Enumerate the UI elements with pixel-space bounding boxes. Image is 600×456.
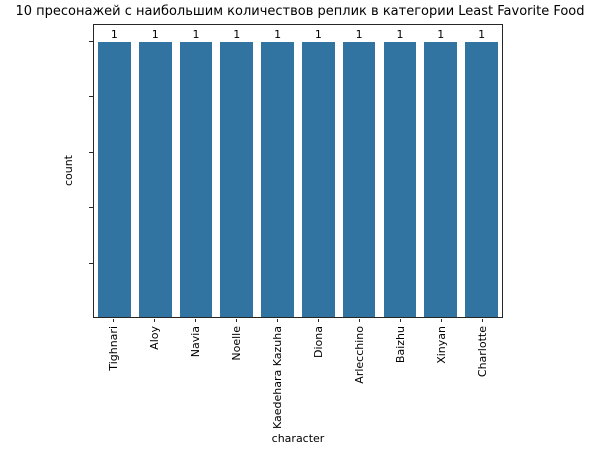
x-tick-cell: Tighnari: [93, 319, 134, 431]
x-tick-mark: [318, 319, 319, 322]
y-tick-mark: [89, 151, 93, 153]
x-tick-mark: [154, 319, 155, 322]
chart-title: 10 пресонажей с наибольшим количествов р…: [15, 4, 585, 19]
x-tick-label: Charlotte: [476, 326, 489, 378]
bar-value-label: 1: [110, 27, 118, 41]
bar-value-label: 1: [355, 27, 363, 41]
bar-slot: 1: [420, 25, 461, 317]
y-tick-mark: [89, 96, 93, 98]
x-tick-label: Noelle: [230, 326, 243, 361]
bar: [98, 41, 131, 317]
x-tick-mark: [195, 319, 196, 322]
bar: [220, 41, 254, 317]
bar: [424, 41, 458, 317]
x-tick-mark: [113, 319, 114, 322]
bar-slot: 1: [298, 25, 339, 317]
bar-slot: 1: [461, 25, 502, 317]
bar-slot: 1: [94, 25, 135, 317]
bar-value-label: 1: [314, 27, 322, 41]
bar: [302, 41, 335, 317]
x-tick-mark: [400, 319, 401, 322]
bar: [179, 41, 213, 317]
x-ticks-container: Tighnari Aloy Navia Noelle Kaedehara Kazuha D…: [93, 319, 503, 431]
x-tick-cell: Noelle: [216, 319, 257, 431]
y-tick-mark: [89, 40, 93, 42]
bar-slot: 1: [339, 25, 380, 317]
bar-value-label: 1: [192, 27, 200, 41]
x-tick-label: Navia: [189, 326, 202, 358]
bar: [383, 41, 417, 317]
bar-slot: 1: [380, 25, 421, 317]
x-tick-mark: [359, 319, 360, 322]
x-tick-mark: [482, 319, 483, 322]
x-tick-mark: [441, 319, 442, 322]
bar: [342, 41, 376, 317]
bar-value-label: 1: [437, 27, 445, 41]
bar-value-label: 1: [233, 27, 241, 41]
x-tick-cell: Aloy: [134, 319, 175, 431]
y-tick-mark: [89, 262, 93, 264]
x-tick-mark: [277, 319, 278, 322]
bar-value-label: 1: [396, 27, 404, 41]
bar-slot: 1: [216, 25, 257, 317]
x-tick-label: Kaedehara Kazuha: [271, 326, 284, 429]
x-tick-label: Tighnari: [107, 326, 120, 371]
x-tick-label: Diona: [312, 326, 325, 358]
y-tick-mark: [89, 207, 93, 209]
x-tick-cell: Kaedehara Kazuha: [257, 319, 298, 431]
bar: [261, 41, 294, 317]
x-tick-cell: Xinyan: [421, 319, 462, 431]
bar-value-label: 1: [151, 27, 159, 41]
x-tick-label: Arlecchino: [353, 326, 366, 384]
x-tick-label: Baizhu: [394, 326, 407, 364]
x-tick-mark: [236, 319, 237, 322]
bar-slot: 1: [257, 25, 298, 317]
bars-container: 1 1 1 1 1 1 1 1 1 1: [94, 25, 502, 317]
x-tick-cell: Charlotte: [462, 319, 503, 431]
x-tick-label: Xinyan: [435, 326, 448, 364]
plot-area: 1 1 1 1 1 1 1 1 1 1: [93, 24, 503, 318]
x-tick-label: Aloy: [148, 326, 161, 350]
x-tick-cell: Diona: [298, 319, 339, 431]
x-tick-cell: Navia: [175, 319, 216, 431]
y-axis-label: count: [61, 155, 75, 187]
bar-value-label: 1: [274, 27, 282, 41]
bar: [138, 41, 172, 317]
y-axis-label-container: count: [60, 24, 76, 318]
x-tick-cell: Arlecchino: [339, 319, 380, 431]
bar-value-label: 1: [478, 27, 486, 41]
bar-slot: 1: [176, 25, 217, 317]
bar: [465, 41, 498, 317]
bar-slot: 1: [135, 25, 176, 317]
x-axis-label: character: [271, 432, 325, 445]
x-tick-cell: Baizhu: [380, 319, 421, 431]
